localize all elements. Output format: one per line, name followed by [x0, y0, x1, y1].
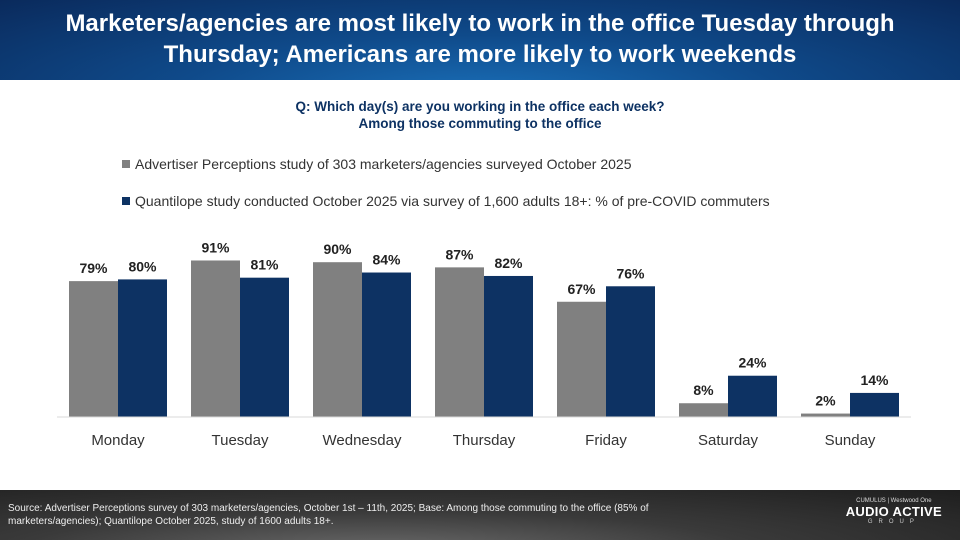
- question-base: Among those commuting to the office: [358, 116, 602, 131]
- data-label: 8%: [693, 382, 714, 398]
- data-label: 79%: [79, 260, 108, 276]
- bar-saturday-series-1: [679, 403, 728, 417]
- title-banner: Marketers/agencies are most likely to wo…: [0, 0, 960, 80]
- legend-item-quantilope: Quantilope study conducted October 2025 …: [122, 193, 770, 209]
- legend-item-advertiser-perceptions: Advertiser Perceptions study of 303 mark…: [122, 156, 631, 172]
- x-tick-label: Sunday: [825, 432, 876, 449]
- bar-sunday-series-2: [850, 392, 899, 417]
- data-label: 80%: [128, 258, 157, 274]
- data-label: 91%: [201, 239, 230, 255]
- legend-label: Quantilope study conducted October 2025 …: [135, 193, 770, 209]
- data-label: 67%: [567, 281, 596, 297]
- data-label: 14%: [860, 372, 889, 388]
- bar-tuesday-series-1: [191, 260, 240, 417]
- data-label: 84%: [372, 252, 401, 268]
- chart-question: Q: Which day(s) are you working in the o…: [0, 98, 960, 132]
- bar-friday-series-1: [557, 301, 606, 417]
- x-tick-label: Friday: [585, 432, 627, 449]
- legend-swatch-grey: [122, 160, 130, 168]
- x-tick-label: Saturday: [698, 432, 759, 449]
- source-note: Source: Advertiser Perceptions survey of…: [8, 503, 649, 527]
- logo-top: CUMULUS | Westwood One: [856, 498, 932, 504]
- data-label: 2%: [815, 393, 836, 409]
- logo-sub: GROUP: [867, 519, 920, 525]
- data-label: 24%: [738, 355, 767, 371]
- legend-swatch-blue: [122, 197, 130, 205]
- bar-chart: 79% 80% Monday 91% 81% Tuesday 90% 84% Wednesday…: [57, 239, 911, 449]
- legend-label: Advertiser Perceptions study of 303 mark…: [135, 156, 632, 172]
- footer: Source: Advertiser Perceptions survey of…: [0, 490, 960, 540]
- bar-sunday-series-1: [801, 413, 850, 417]
- logo-main: AUDIO ACTIVE: [845, 504, 942, 519]
- question-text: Q: Which day(s) are you working in the o…: [295, 99, 665, 114]
- x-tick-label: Tuesday: [212, 432, 269, 449]
- audio-active-group-logo: CUMULUS | Westwood One AUDIO ACTIVE GROU…: [846, 498, 942, 525]
- bar-thursday-series-1: [435, 267, 484, 417]
- x-tick-label: Monday: [91, 432, 145, 449]
- data-label: 76%: [616, 265, 645, 281]
- data-label: 90%: [323, 241, 352, 257]
- bar-saturday-series-2: [728, 375, 777, 417]
- data-label: 82%: [494, 255, 523, 271]
- x-tick-label: Thursday: [453, 432, 516, 449]
- bar-tuesday-series-2: [240, 277, 289, 417]
- bar-wednesday-series-1: [313, 262, 362, 417]
- data-label: 87%: [445, 246, 474, 262]
- bar-monday-series-2: [118, 279, 167, 417]
- data-label: 81%: [250, 257, 279, 273]
- bar-monday-series-1: [69, 281, 118, 417]
- bar-thursday-series-2: [484, 275, 533, 417]
- x-tick-label: Wednesday: [323, 432, 402, 449]
- page-title: Marketers/agencies are most likely to wo…: [65, 10, 895, 68]
- bar-friday-series-2: [606, 286, 655, 417]
- bar-wednesday-series-2: [362, 272, 411, 417]
